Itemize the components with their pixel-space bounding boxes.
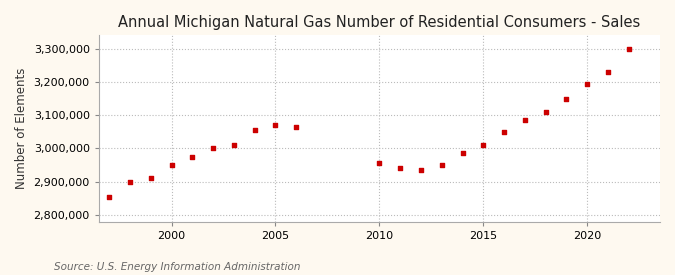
Point [208,146,219,151]
Point [457,151,468,156]
Point [374,161,385,166]
Y-axis label: Number of Elements: Number of Elements [15,68,28,189]
Point [104,194,115,199]
Point [436,163,447,167]
Point [270,123,281,127]
Point [291,125,302,129]
Point [249,128,260,132]
Point [145,176,156,181]
Point [229,143,240,147]
Point [582,81,593,86]
Point [499,130,510,134]
Point [520,118,531,122]
Point [603,70,614,74]
Point [125,180,136,184]
Point [561,96,572,101]
Point [187,155,198,159]
Point [416,168,427,172]
Point [395,166,406,171]
Title: Annual Michigan Natural Gas Number of Residential Consumers - Sales: Annual Michigan Natural Gas Number of Re… [118,15,641,30]
Point [624,46,634,51]
Point [540,110,551,114]
Text: Source: U.S. Energy Information Administration: Source: U.S. Energy Information Administ… [54,262,300,272]
Point [478,143,489,147]
Point [166,163,177,167]
